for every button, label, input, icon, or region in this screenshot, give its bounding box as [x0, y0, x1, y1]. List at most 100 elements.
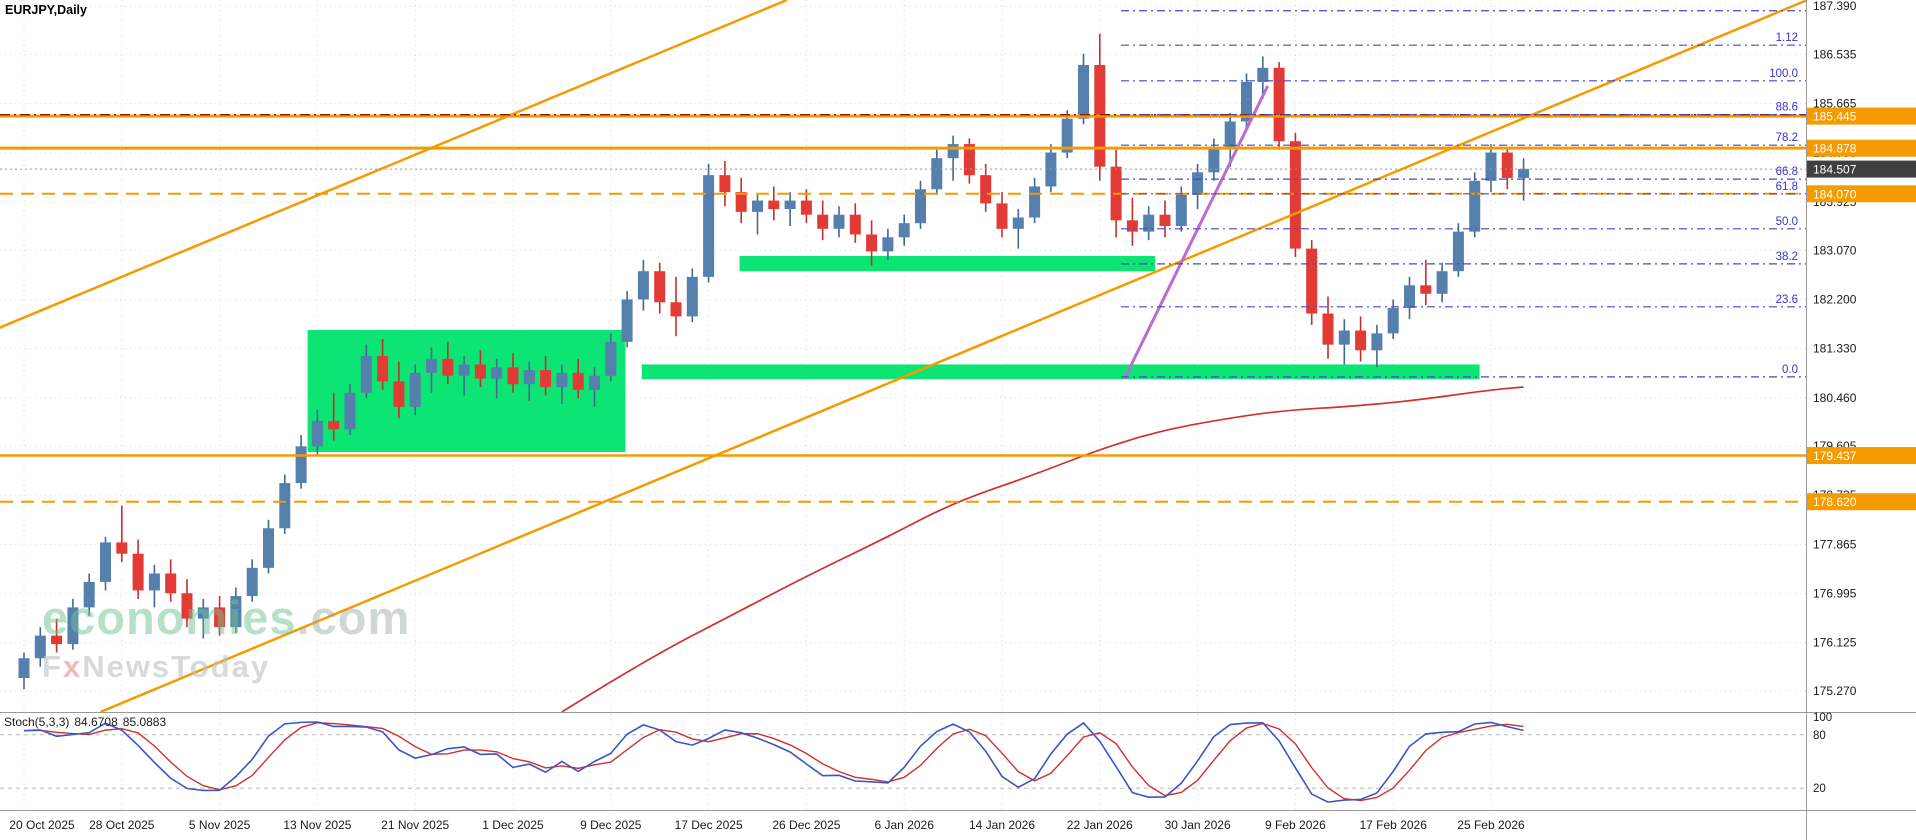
candle [344, 384, 356, 436]
candle [1126, 197, 1138, 246]
price-axis-label: 176.125 [1813, 636, 1857, 650]
candle [1436, 262, 1448, 303]
green-zone[interactable] [739, 255, 1156, 272]
stoch-main-line [23, 721, 1524, 803]
candle [1029, 177, 1041, 224]
candle [1355, 316, 1367, 362]
time-axis-label: 1 Dec 2025 [482, 818, 544, 832]
watermark-domain-text: .com [296, 591, 411, 644]
candle [474, 350, 486, 388]
candle [458, 355, 470, 396]
fib-level-label: 1.12 [1776, 32, 1798, 44]
watermark-sub-x: x [62, 648, 83, 684]
candle [1420, 259, 1432, 306]
price-badge [1807, 185, 1916, 203]
watermark-subbrand: FxNewsToday [42, 648, 410, 684]
candle [409, 364, 421, 416]
price-badge [1807, 107, 1916, 125]
candle [556, 364, 568, 404]
candle [1159, 200, 1171, 238]
moving-average-line [561, 386, 1524, 712]
candle [589, 367, 600, 407]
candle [165, 559, 177, 602]
fib-level-label: 23.6 [1776, 294, 1798, 306]
fib-level-label: 78.2 [1776, 132, 1798, 144]
candle [1387, 299, 1399, 339]
fib-level-label: 38.2 [1776, 251, 1798, 263]
candle [426, 347, 437, 393]
purple-trendline[interactable] [1122, 85, 1270, 380]
orange-channel-upper[interactable] [0, 0, 788, 329]
watermark-brand-text: economies [42, 591, 297, 644]
candle [148, 565, 160, 608]
time-axis-label: 13 Nov 2025 [283, 818, 351, 832]
candle [1012, 209, 1024, 249]
candle [1257, 56, 1269, 99]
candle [1061, 110, 1073, 159]
orange-channel-lower[interactable] [100, 0, 1808, 712]
candle [100, 536, 111, 591]
candle [1469, 172, 1481, 238]
candle [18, 652, 30, 690]
support-zones[interactable] [307, 255, 1480, 452]
fib-level-label: 66.8 [1776, 166, 1798, 178]
fib-level-label: 88.6 [1776, 102, 1798, 114]
fib-level-label: 100.0 [1769, 68, 1798, 80]
indicator-value-signal: 85.0883 [122, 715, 167, 729]
stochastic-panel [0, 721, 1806, 803]
time-axis-label: 17 Feb 2026 [1360, 818, 1428, 832]
candle [377, 339, 389, 390]
candle [931, 149, 943, 195]
price-badge-text: 184.507 [1813, 163, 1857, 177]
indicator-name: Stoch(5,3,3) [4, 715, 70, 729]
fibonacci-retracement[interactable]: 0.0 23.6 38.2 50.0 61.8 66.8 78.2 88.6 100.0 1.12 [1120, 10, 1806, 378]
candle [1241, 73, 1252, 128]
candle [605, 333, 617, 382]
candle [51, 618, 63, 653]
time-axis-label: 25 Feb 2026 [1457, 818, 1525, 832]
candle [1371, 324, 1383, 368]
price-badge-text: 179.437 [1813, 449, 1857, 463]
candle [1322, 296, 1334, 359]
candlesticks [18, 33, 1530, 690]
candle [996, 192, 1008, 238]
time-axis-label: 9 Feb 2026 [1265, 818, 1326, 832]
price-axis-label: 176.995 [1813, 587, 1857, 601]
watermark-sub-pre: F [42, 648, 63, 684]
price-axis-label: 177.865 [1813, 537, 1857, 551]
time-axis-label: 14 Jan 2026 [969, 818, 1035, 832]
green-zone[interactable] [307, 329, 626, 452]
price-badge [1807, 160, 1916, 178]
candle [1404, 276, 1415, 320]
green-zone[interactable] [641, 364, 1480, 380]
time-axis: 20 Oct 2025 28 Oct 2025 5 Nov 2025 13 Nov 2… [9, 818, 1525, 832]
candle [1485, 144, 1497, 193]
stoch-axis-label: 100 [1813, 712, 1832, 724]
price-badge-text: 178.620 [1813, 495, 1857, 509]
candle [1078, 53, 1089, 125]
watermark-sub-rest: NewsToday [82, 648, 271, 684]
time-axis-label: 6 Jan 2026 [875, 818, 935, 832]
candle [181, 579, 193, 628]
price-axis-label: 187.390 [1813, 0, 1857, 13]
time-axis-label: 26 Dec 2025 [772, 818, 840, 832]
candle [866, 220, 878, 266]
candle [882, 228, 894, 260]
price-axis-label: 183.070 [1813, 243, 1857, 257]
grid [0, 0, 1806, 810]
candle [230, 587, 242, 633]
indicator-label: Stoch(5,3,3) 84.6708 85.0883 [4, 715, 171, 729]
candle [328, 392, 340, 441]
price-axis-label: 180.460 [1813, 391, 1857, 405]
candle [311, 409, 323, 455]
fib-level-label: 0.0 [1782, 364, 1798, 376]
price-badge [1807, 493, 1916, 511]
candle [263, 519, 274, 574]
symbol-timeframe-label: EURJPY,Daily [5, 3, 87, 17]
time-axis-label: 17 Dec 2025 [675, 818, 743, 832]
candle [523, 361, 535, 402]
time-axis-label: 28 Oct 2025 [89, 818, 155, 832]
